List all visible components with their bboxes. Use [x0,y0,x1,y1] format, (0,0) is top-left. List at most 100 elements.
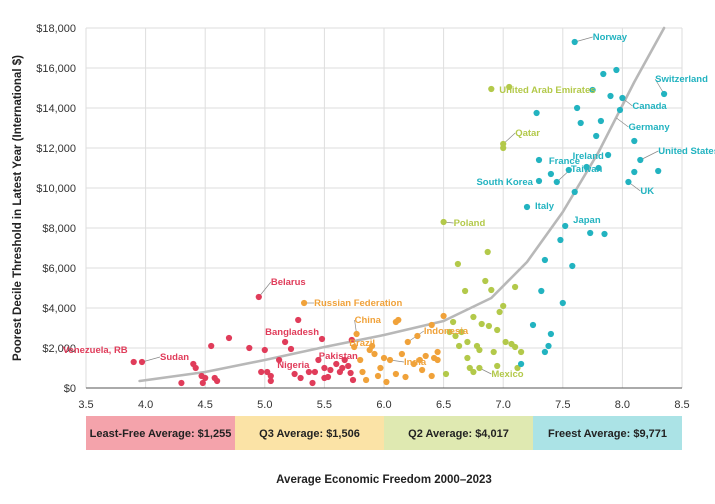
y-tick-label: $4,000 [42,303,76,315]
data-point [574,104,581,112]
data-point [246,344,253,352]
data-point [282,338,289,346]
data-point [565,166,572,174]
data-point [301,299,308,307]
x-tick-label: 8.5 [674,399,689,411]
data-point [541,348,549,356]
data-point [369,342,376,350]
y-tick-label: $6,000 [42,263,76,275]
leader-line [640,150,659,161]
data-point [466,364,473,372]
data-point [506,83,513,91]
country-label: China [355,315,382,326]
data-point [380,354,388,362]
data-point [324,373,332,381]
data-point [500,302,507,310]
country-label: United States [658,146,715,157]
data-point [357,356,364,364]
data-point [464,354,471,362]
country-label: Mexico [491,369,523,380]
data-point [464,338,471,346]
data-point [535,156,543,164]
data-point [258,368,265,376]
data-point [351,343,358,351]
data-point [267,377,274,385]
data-point [345,362,352,370]
data-point [255,293,262,301]
country-label: Poland [454,218,486,229]
data-point [571,38,578,46]
country-label: Germany [628,122,670,133]
data-point [130,358,137,366]
data-point [311,368,318,376]
data-point [523,203,531,211]
data-point [297,374,304,382]
y-tick-label: $8,000 [42,223,76,235]
x-tick-label: 6.0 [376,399,391,411]
country-label: Canada [632,101,667,112]
data-point [562,222,569,230]
data-point [538,287,545,295]
average-band [384,416,533,450]
data-point [593,132,600,140]
data-point [327,366,334,374]
y-tick-label: $14,000 [36,103,76,115]
x-tick-label: 3.5 [78,399,93,411]
country-label: Taiwan [571,164,603,175]
data-point [547,330,555,338]
x-tick-label: 5.0 [257,399,272,411]
y-tick-label: $18,000 [36,23,76,35]
country-label: Russian Federation [314,298,402,309]
country-label: Pakistan [319,351,358,362]
data-point [511,283,519,291]
data-point [295,316,302,324]
data-point [458,328,465,336]
data-point [434,348,441,356]
x-tick-label: 8.0 [615,399,630,411]
data-point [404,338,411,346]
data-point [440,218,447,226]
data-point [631,137,638,145]
data-point [434,356,441,364]
x-axis-title: Average Economic Freedom 2000–2023 [276,474,492,486]
average-band-label: Q3 Average: $1,506 [259,428,360,440]
trend-line [138,26,666,383]
data-point [494,362,501,370]
average-band [86,416,235,450]
data-point [428,372,435,380]
data-point [321,364,328,372]
data-point [305,368,312,376]
data-point [490,348,497,356]
data-point [462,287,469,295]
country-label: Bangladesh [265,327,319,338]
data-point [347,369,354,377]
data-point [547,170,555,178]
data-point [202,374,209,382]
data-point [484,248,491,256]
data-point [557,236,564,244]
data-point [476,364,483,372]
data-point [192,364,199,372]
data-point [452,332,459,340]
country-label: France [549,156,580,167]
country-label: Ireland [573,151,604,162]
x-tick-label: 4.5 [198,399,213,411]
data-point [454,260,461,268]
data-point [419,366,426,374]
country-label: Belarus [271,277,306,288]
data-point [619,94,626,102]
data-point [410,360,417,368]
country-label: Norway [593,32,628,43]
data-point [533,109,540,117]
data-point [545,342,552,350]
data-point [348,336,355,344]
data-point [353,330,360,338]
data-point [625,178,632,186]
data-point [225,334,233,342]
data-point [440,312,447,320]
data-point [494,326,501,334]
x-tick-labels: 3.5 4.0 4.5 5.0 5.5 6.0 6.5 7.0 7.5 8.0 8.5 [78,399,689,411]
country-label: Italy [535,201,555,212]
data-point [178,379,185,387]
